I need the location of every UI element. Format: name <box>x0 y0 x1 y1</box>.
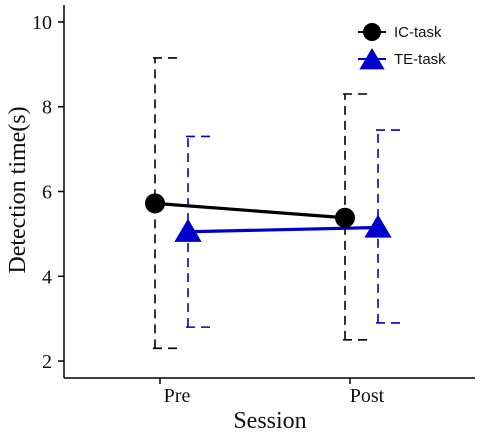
y-tick-label: 10 <box>32 12 52 34</box>
error-bar <box>153 57 181 350</box>
legend-label: IC-task <box>394 24 442 41</box>
x-tick-label: Post <box>350 385 385 407</box>
series-lines <box>154 201 379 234</box>
x-ticks: Pre Post <box>159 378 385 407</box>
y-tick-label: 8 <box>42 97 52 119</box>
legend-item: IC-task <box>358 23 442 41</box>
legend-circle-icon <box>363 23 381 41</box>
y-axis-title: Detection time(s) <box>5 106 31 273</box>
legend-triangle-icon <box>359 48 385 70</box>
legend-label: TE-task <box>394 51 446 68</box>
x-tick-label: Pre <box>164 385 191 407</box>
y-tick-label: 6 <box>42 182 52 204</box>
data-point <box>174 218 202 242</box>
series-line <box>154 201 346 220</box>
error-bars <box>153 57 404 350</box>
y-tick-label: 4 <box>42 266 52 288</box>
data-point <box>335 207 355 228</box>
legend: IC-task TE-task <box>358 23 446 70</box>
series-markers <box>145 193 392 242</box>
x-axis-title: Session <box>233 408 306 434</box>
y-ticks: 2 4 6 8 10 <box>32 12 64 373</box>
y-tick-label: 2 <box>42 351 52 373</box>
data-point <box>145 193 165 214</box>
series-line <box>187 225 379 234</box>
legend-item: TE-task <box>358 48 446 70</box>
data-point <box>364 214 392 238</box>
